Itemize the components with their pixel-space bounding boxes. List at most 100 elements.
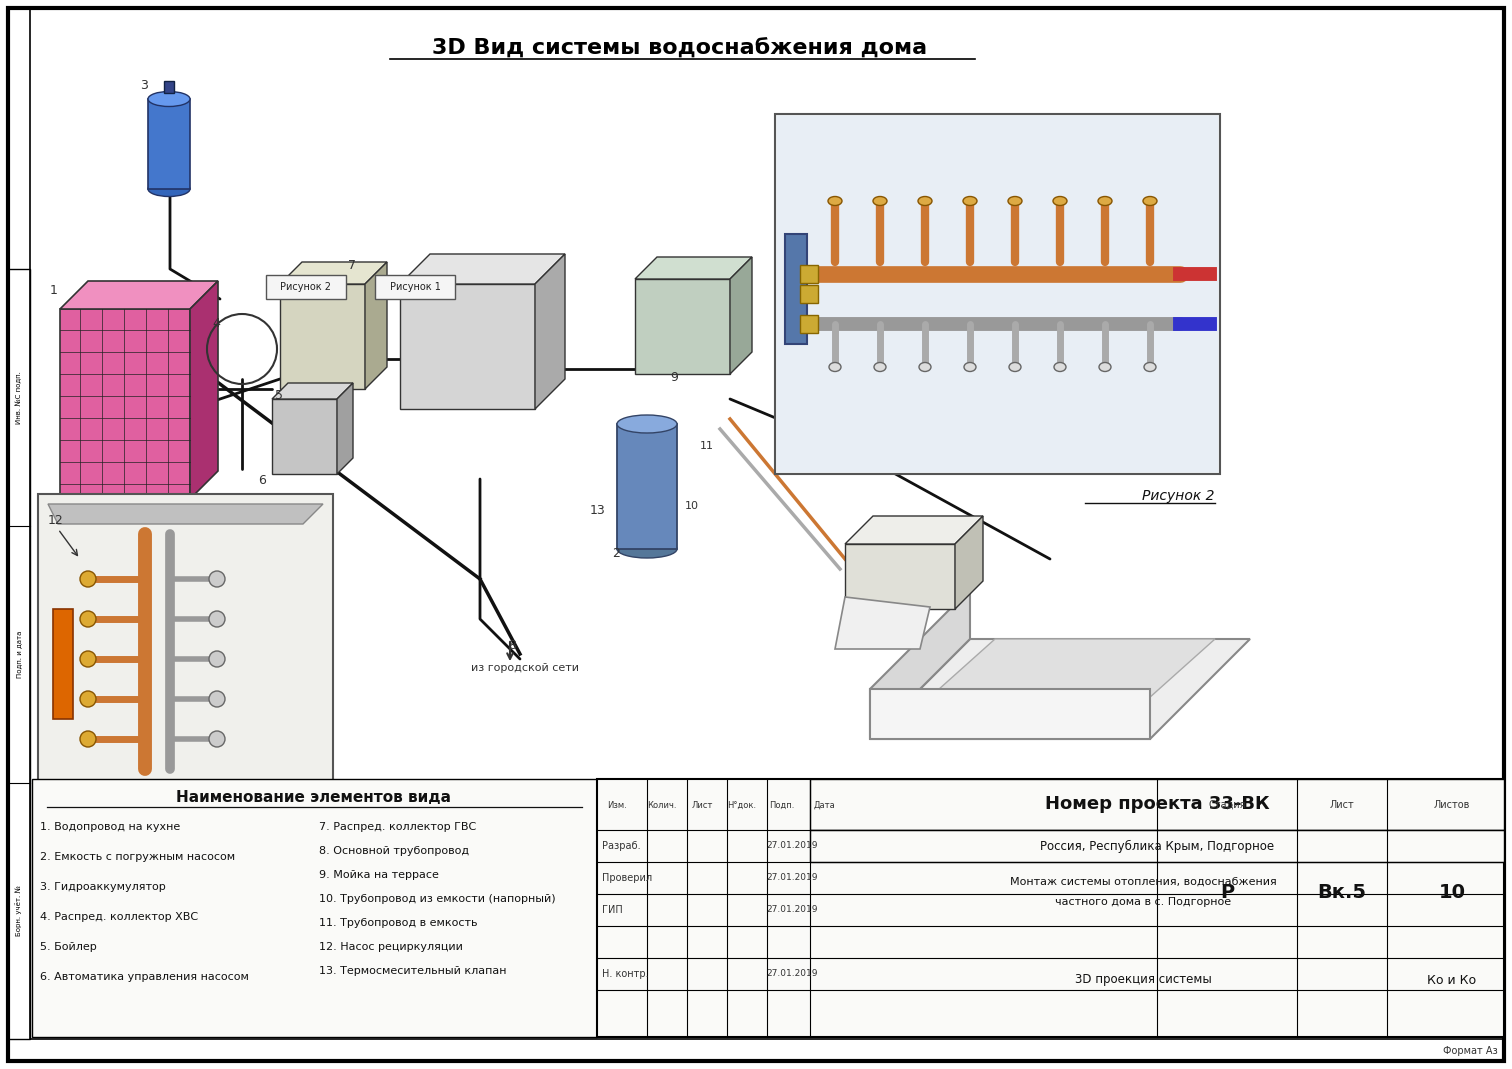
Circle shape [80, 611, 95, 628]
Circle shape [80, 731, 95, 747]
Bar [810, 779, 1504, 830]
Polygon shape [272, 399, 337, 474]
Circle shape [209, 611, 225, 628]
Text: Лист: Лист [691, 801, 712, 809]
Ellipse shape [1009, 197, 1022, 205]
Polygon shape [869, 639, 1250, 739]
Bar [163, 81, 174, 93]
Text: Россия, Республика Крым, Подгорное: Россия, Республика Крым, Подгорное [1040, 839, 1275, 853]
Ellipse shape [829, 197, 842, 205]
Text: Рисунок 2: Рисунок 2 [1143, 489, 1216, 503]
Polygon shape [835, 597, 930, 649]
Text: Монтаж системы отопления, водоснабжения: Монтаж системы отопления, водоснабжения [1010, 877, 1276, 887]
Bar [800, 265, 818, 283]
Text: 6: 6 [259, 474, 266, 487]
Text: 5: 5 [275, 389, 283, 402]
Polygon shape [635, 279, 730, 374]
Ellipse shape [918, 197, 931, 205]
Polygon shape [280, 284, 364, 389]
Text: Р: Р [1220, 883, 1234, 901]
Polygon shape [956, 516, 983, 609]
Ellipse shape [148, 182, 191, 197]
Text: 4. Распред. коллектор ХВС: 4. Распред. коллектор ХВС [39, 912, 198, 921]
Text: Дата: Дата [813, 801, 836, 809]
Text: Проверил: Проверил [602, 873, 652, 883]
Text: 2: 2 [612, 547, 620, 560]
Text: частного дома в с. Подгорное: частного дома в с. Подгорное [1055, 897, 1231, 907]
Ellipse shape [1143, 197, 1157, 205]
Ellipse shape [1145, 362, 1157, 372]
Text: 5. Бойлер: 5. Бойлер [39, 942, 97, 952]
Ellipse shape [919, 362, 931, 372]
Text: 9: 9 [670, 371, 677, 384]
Text: Стадия: Стадия [1208, 800, 1246, 810]
Bar [38, 494, 333, 789]
Text: 27.01.2019: 27.01.2019 [767, 905, 818, 914]
Polygon shape [730, 257, 751, 374]
Ellipse shape [1052, 197, 1067, 205]
Bar [777, 117, 1219, 472]
Polygon shape [900, 639, 1216, 724]
Text: 9. Мойка на террасе: 9. Мойка на террасе [319, 870, 438, 880]
Polygon shape [535, 254, 565, 409]
Bar [375, 275, 455, 299]
Circle shape [209, 731, 225, 747]
Ellipse shape [872, 197, 888, 205]
Text: 4: 4 [212, 317, 219, 330]
Text: 1: 1 [50, 284, 57, 297]
Text: 27.01.2019: 27.01.2019 [767, 841, 818, 851]
Bar [810, 830, 1504, 862]
Text: 13: 13 [590, 503, 606, 517]
Polygon shape [60, 281, 218, 309]
Text: Рисунок 1: Рисунок 1 [390, 282, 440, 292]
Text: 8: 8 [508, 639, 516, 652]
Text: Н°док.: Н°док. [727, 801, 756, 809]
Text: 11. Трубопровод в емкость: 11. Трубопровод в емкость [319, 918, 478, 928]
Bar [776, 114, 1220, 474]
Text: 8. Основной трубопровод: 8. Основной трубопровод [319, 846, 469, 856]
Circle shape [209, 691, 225, 707]
Text: Разраб.: Разраб. [602, 841, 641, 851]
Text: 13. Термосмесительный клапан: 13. Термосмесительный клапан [319, 966, 507, 976]
Text: Рисунок 2: Рисунок 2 [281, 282, 331, 292]
Ellipse shape [874, 362, 886, 372]
Text: 11: 11 [700, 441, 714, 451]
Text: 27.01.2019: 27.01.2019 [767, 873, 818, 883]
Polygon shape [401, 284, 535, 409]
Text: Борн. учёт. №: Борн. учёт. № [15, 885, 23, 936]
Ellipse shape [965, 362, 977, 372]
Text: из городской сети: из городской сети [472, 663, 579, 673]
Ellipse shape [829, 362, 841, 372]
Ellipse shape [148, 92, 191, 107]
Ellipse shape [1054, 362, 1066, 372]
Text: 6. Автоматика управления насосом: 6. Автоматика управления насосом [39, 972, 249, 982]
Bar [800, 315, 818, 334]
Bar [53, 609, 73, 719]
Text: 3: 3 [141, 79, 148, 92]
Circle shape [80, 691, 95, 707]
Circle shape [209, 651, 225, 667]
Text: 7. Распред. коллектор ГВС: 7. Распред. коллектор ГВС [319, 822, 476, 832]
Polygon shape [845, 516, 983, 544]
Polygon shape [635, 257, 751, 279]
Bar [8, 269, 30, 1039]
Ellipse shape [617, 415, 677, 433]
Polygon shape [48, 503, 324, 524]
Circle shape [80, 571, 95, 587]
Text: 3D Вид системы водоснабжения дома: 3D Вид системы водоснабжения дома [432, 38, 927, 59]
Circle shape [80, 651, 95, 667]
Text: Инв. №С подп.: Инв. №С подп. [15, 372, 23, 424]
Ellipse shape [1099, 362, 1111, 372]
Text: Номер проекта 33-ВК: Номер проекта 33-ВК [1045, 795, 1269, 814]
Text: 10: 10 [685, 501, 699, 511]
Polygon shape [60, 309, 191, 499]
Bar [617, 424, 677, 549]
Bar [785, 234, 807, 344]
Ellipse shape [617, 540, 677, 558]
Bar [266, 275, 346, 299]
Polygon shape [272, 383, 352, 399]
Polygon shape [364, 262, 387, 389]
Text: Подп.: Подп. [770, 801, 795, 809]
Text: 10. Трубопровод из емкости (напорный): 10. Трубопровод из емкости (напорный) [319, 894, 555, 904]
Polygon shape [845, 544, 956, 609]
